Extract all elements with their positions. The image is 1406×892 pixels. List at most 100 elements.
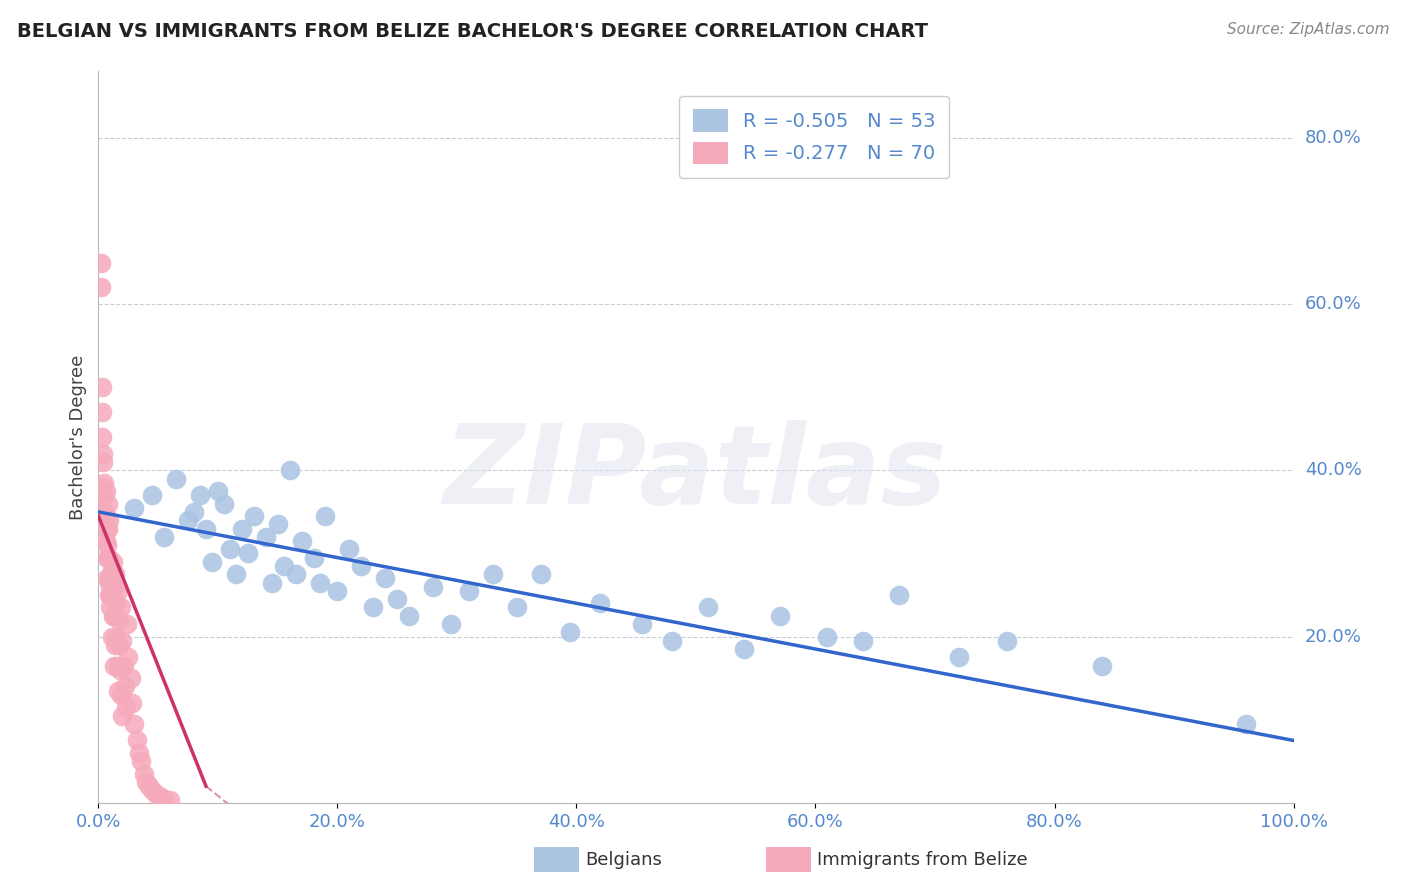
Point	[852, 633, 875, 648]
Point	[115, 617, 138, 632]
Point	[1234, 716, 1257, 731]
Point	[112, 658, 135, 673]
Point	[108, 663, 131, 677]
Point	[121, 696, 143, 710]
Point	[110, 688, 132, 702]
Point	[138, 779, 160, 793]
Point	[93, 488, 115, 502]
Point	[815, 630, 838, 644]
Point	[103, 658, 125, 673]
Point	[98, 575, 121, 590]
Point	[212, 497, 235, 511]
Point	[100, 583, 122, 598]
Point	[91, 430, 114, 444]
Point	[94, 533, 117, 548]
Point	[91, 405, 114, 419]
Point	[153, 530, 176, 544]
Point	[97, 550, 120, 565]
Point	[124, 716, 146, 731]
Point	[98, 513, 121, 527]
Point	[661, 633, 683, 648]
Point	[93, 513, 115, 527]
Point	[631, 617, 654, 632]
Point	[93, 475, 115, 490]
Point	[94, 484, 117, 499]
Point	[589, 596, 612, 610]
Text: Source: ZipAtlas.com: Source: ZipAtlas.com	[1226, 22, 1389, 37]
Point	[350, 558, 373, 573]
Point	[96, 571, 118, 585]
Point	[254, 530, 277, 544]
Text: 60.0%: 60.0%	[1305, 295, 1361, 313]
Point	[141, 488, 163, 502]
Point	[100, 563, 122, 577]
Point	[107, 583, 129, 598]
Point	[560, 625, 582, 640]
Point	[236, 546, 259, 560]
Point	[326, 583, 349, 598]
Point	[97, 497, 120, 511]
Point	[111, 633, 134, 648]
Point	[103, 608, 125, 623]
Point	[267, 517, 290, 532]
Point	[103, 580, 125, 594]
Point	[188, 488, 211, 502]
Text: Belgians: Belgians	[585, 851, 662, 869]
Point	[107, 613, 129, 627]
Point	[97, 521, 120, 535]
Point	[93, 505, 115, 519]
Point	[458, 583, 481, 598]
Point	[159, 793, 181, 807]
Point	[98, 571, 122, 585]
Point	[481, 567, 505, 582]
Point	[195, 521, 218, 535]
Point	[91, 447, 114, 461]
Point	[398, 608, 420, 623]
Point	[315, 509, 337, 524]
Point	[948, 650, 970, 665]
Point	[183, 505, 205, 519]
Point	[101, 555, 124, 569]
Point	[96, 521, 118, 535]
Point	[120, 671, 142, 685]
Point	[149, 789, 172, 804]
Point	[135, 775, 157, 789]
Point	[440, 617, 463, 632]
Point	[995, 633, 1018, 648]
Point	[132, 766, 155, 780]
Point	[260, 575, 283, 590]
Point	[107, 683, 129, 698]
Point	[131, 754, 153, 768]
Point	[98, 588, 121, 602]
Point	[104, 638, 127, 652]
Point	[96, 550, 118, 565]
Point	[110, 600, 132, 615]
Text: 20.0%: 20.0%	[1305, 628, 1361, 646]
Point	[291, 533, 314, 548]
Point	[94, 509, 117, 524]
Point	[96, 538, 118, 552]
Point	[506, 600, 529, 615]
Y-axis label: Bachelor's Degree: Bachelor's Degree	[69, 354, 87, 520]
Point	[273, 558, 295, 573]
Point	[530, 567, 553, 582]
Point	[697, 600, 720, 615]
Point	[153, 791, 176, 805]
Point	[733, 642, 755, 657]
Point	[90, 255, 112, 269]
Point	[225, 567, 247, 582]
Point	[124, 500, 146, 515]
Point	[201, 555, 224, 569]
Text: 40.0%: 40.0%	[1305, 461, 1361, 479]
Legend: R = -0.505   N = 53, R = -0.277   N = 70: R = -0.505 N = 53, R = -0.277 N = 70	[679, 95, 949, 178]
Point	[363, 600, 385, 615]
Point	[278, 463, 301, 477]
Point	[385, 592, 409, 607]
Point	[302, 550, 325, 565]
Point	[111, 708, 134, 723]
Point	[768, 608, 790, 623]
Point	[1091, 658, 1114, 673]
Point	[125, 733, 148, 747]
Point	[339, 542, 361, 557]
Point	[145, 788, 167, 802]
